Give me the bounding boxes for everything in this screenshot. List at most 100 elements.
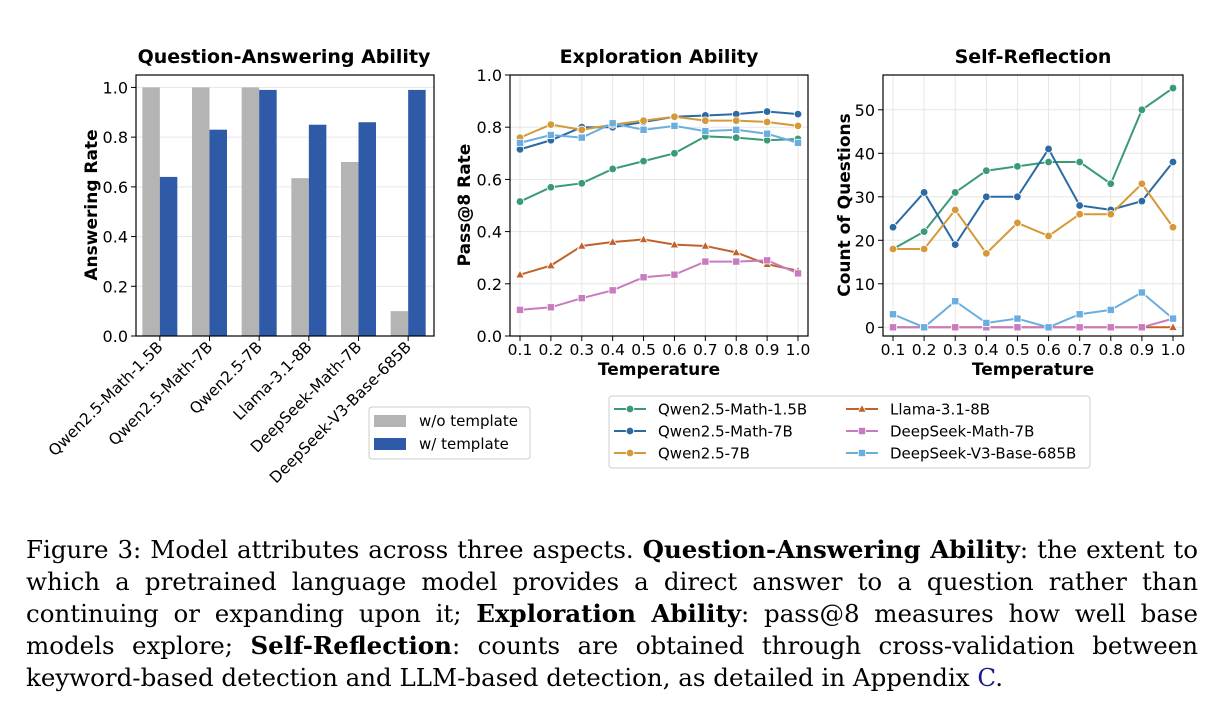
self-reflection-point-deepseek-v3-base-685b bbox=[920, 323, 929, 332]
self-reflection-xtick-label: 0.8 bbox=[1098, 341, 1123, 359]
self-reflection-point-deepseek-v3-base-685b bbox=[889, 310, 898, 319]
self-reflection-point-deepseek-v3-base-685b bbox=[1169, 314, 1178, 323]
qa-ytick-label: 0.0 bbox=[103, 327, 128, 346]
self-reflection-point-deepseek-math-7b bbox=[1106, 323, 1115, 332]
exploration-point-llama-3-1-8b bbox=[515, 269, 525, 279]
self-reflection-point-deepseek-math-7b bbox=[889, 323, 898, 332]
qa-bar-without-template bbox=[241, 87, 260, 336]
self-reflection-point-qwen2-5-7b bbox=[1168, 223, 1178, 232]
exploration-xtick-label: 0.3 bbox=[569, 341, 594, 359]
exploration-point-deepseek-math-7b bbox=[546, 303, 555, 312]
exploration-point-deepseek-math-7b bbox=[577, 294, 586, 303]
exploration-point-deepseek-v3-base-685b bbox=[516, 138, 525, 147]
exploration-point-deepseek-v3-base-685b bbox=[732, 125, 741, 134]
self-reflection-xtick-label: 0.4 bbox=[974, 341, 999, 359]
self-reflection-point-qwen2-5-math-7b bbox=[1075, 201, 1084, 210]
self-reflection-xtick-label: 0.5 bbox=[1005, 341, 1030, 359]
self-reflection-ytick-label: 10 bbox=[855, 275, 875, 294]
exploration-ytick-label: 0.8 bbox=[477, 118, 502, 137]
self-reflection-line-qwen2-5-math-7b bbox=[892, 147, 1174, 247]
caption-label: Figure 3: Model attributes across three … bbox=[26, 535, 634, 564]
self-reflection-ytick-label: 30 bbox=[855, 188, 875, 207]
exploration-point-deepseek-v3-base-685b bbox=[794, 138, 803, 147]
exploration-xtick-label: 0.9 bbox=[755, 341, 780, 359]
self-reflection-point-qwen2-5-math-7b bbox=[1013, 192, 1022, 201]
exploration-point-llama-3-1-8b bbox=[700, 240, 711, 250]
exploration-point-qwen2-5-math-1-5b bbox=[670, 149, 679, 158]
exploration-line-deepseek-v3-base-685b bbox=[519, 122, 799, 144]
qa-legend-swatch-1 bbox=[374, 438, 406, 450]
self-reflection-point-deepseek-v3-base-685b bbox=[951, 297, 960, 306]
self-reflection-line-qwen2-5-math-1-5b bbox=[892, 87, 1174, 250]
self-reflection-point-deepseek-math-7b bbox=[1137, 323, 1146, 332]
qa-legend-swatch-0 bbox=[374, 415, 406, 427]
qa-legend-label-1: w/ template bbox=[419, 435, 509, 453]
self-reflection-ytick-label: 40 bbox=[855, 144, 875, 163]
exploration-xtick-label: 1.0 bbox=[786, 341, 811, 359]
self-reflection-point-qwen2-5-7b bbox=[982, 249, 991, 258]
exploration-line-deepseek-math-7b bbox=[519, 259, 799, 311]
exploration-point-deepseek-v3-base-685b bbox=[577, 133, 586, 142]
exploration-point-llama-3-1-8b bbox=[576, 240, 587, 250]
exploration-point-deepseek-math-7b bbox=[763, 256, 772, 265]
exploration-point-qwen2-5-math-1-5b bbox=[577, 179, 586, 188]
self-reflection-point-qwen2-5-math-1-5b bbox=[1044, 157, 1053, 167]
exploration-ytick-label: 0.4 bbox=[477, 223, 502, 242]
qa-bar-with-template bbox=[358, 122, 376, 336]
figure-caption: Figure 3: Model attributes across three … bbox=[26, 534, 1198, 694]
self-reflection-point-qwen2-5-7b bbox=[1137, 179, 1147, 188]
legend-label-qwen2-5-math-1-5b: Qwen2.5-Math-1.5B bbox=[658, 401, 807, 419]
exploration-xlabel: Temperature bbox=[598, 360, 720, 380]
self-reflection-point-qwen2-5-math-1-5b bbox=[1106, 179, 1115, 188]
legend-label-llama-3-1-8b: Llama-3.1-8B bbox=[890, 401, 990, 419]
qa-ytick-label: 0.4 bbox=[103, 228, 128, 247]
exploration-point-qwen2-5-math-1-5b bbox=[608, 164, 617, 174]
exploration-point-deepseek-math-7b bbox=[608, 286, 617, 295]
self-reflection-point-deepseek-v3-base-685b bbox=[1013, 314, 1022, 323]
self-reflection-xlabel: Temperature bbox=[972, 360, 1094, 380]
exploration-line-qwen2-5-7b bbox=[519, 115, 799, 139]
self-reflection-point-qwen2-5-math-1-5b bbox=[1013, 162, 1022, 171]
self-reflection-xtick-label: 0.3 bbox=[943, 341, 968, 359]
legend-marker-qwen2-5-math-7b bbox=[625, 426, 635, 436]
exploration-point-qwen2-5-7b bbox=[701, 116, 710, 125]
self-reflection-point-qwen2-5-7b bbox=[951, 205, 960, 215]
exploration-ytick-label: 0.0 bbox=[477, 327, 502, 346]
legend-label-qwen2-5-math-7b: Qwen2.5-Math-7B bbox=[658, 423, 793, 441]
self-reflection-point-deepseek-v3-base-685b bbox=[1106, 305, 1115, 314]
self-reflection-point-qwen2-5-math-1-5b bbox=[1168, 83, 1178, 93]
self-reflection-point-qwen2-5-math-7b bbox=[888, 223, 898, 232]
exploration-xtick-label: 0.6 bbox=[662, 341, 687, 359]
qa-ytick-label: 0.8 bbox=[103, 128, 128, 147]
legend-marker-deepseek-v3-base-685b bbox=[858, 448, 867, 457]
qa-legend-frame bbox=[368, 406, 531, 460]
self-reflection-panel: Self-Reflection Count of Questions Tempe… bbox=[835, 46, 1185, 380]
caption-term-self-reflection: Self-Reflection bbox=[250, 631, 452, 660]
self-reflection-point-qwen2-5-math-1-5b bbox=[1137, 105, 1147, 114]
exploration-point-llama-3-1-8b bbox=[638, 234, 649, 244]
exploration-point-llama-3-1-8b bbox=[607, 236, 618, 246]
legend-marker-llama-3-1-8b bbox=[857, 403, 867, 413]
exploration-point-qwen2-5-math-7b bbox=[762, 107, 772, 116]
exploration-point-qwen2-5-7b bbox=[762, 117, 772, 127]
exploration-point-qwen2-5-math-1-5b bbox=[732, 133, 741, 142]
exploration-point-qwen2-5-7b bbox=[793, 121, 803, 131]
caption-text-self-reflection: : counts are obtained through cross-vali… bbox=[26, 631, 1198, 692]
qa-bar-without-template bbox=[192, 87, 210, 336]
qa-bar-with-template bbox=[159, 176, 178, 336]
qa-ytick-label: 0.6 bbox=[103, 178, 128, 197]
self-reflection-point-qwen2-5-7b bbox=[1013, 218, 1022, 228]
qa-bar-without-template bbox=[341, 162, 359, 336]
appendix-link[interactable]: C bbox=[977, 663, 996, 692]
qa-ytick-label: 0.2 bbox=[103, 277, 128, 296]
self-reflection-xtick-label: 1.0 bbox=[1161, 341, 1186, 359]
self-reflection-point-llama-3-1-8b bbox=[1168, 321, 1178, 331]
self-reflection-point-qwen2-5-7b bbox=[888, 244, 898, 254]
exploration-point-deepseek-v3-base-685b bbox=[608, 119, 617, 128]
legend-marker-qwen2-5-7b bbox=[625, 448, 635, 458]
self-reflection-ytick-label: 50 bbox=[855, 101, 875, 120]
qa-title: Question-Answering Ability bbox=[138, 46, 431, 68]
exploration-point-qwen2-5-7b bbox=[577, 125, 586, 135]
self-reflection-point-deepseek-math-7b bbox=[951, 323, 960, 332]
legend-label-deepseek-v3-base-685b: DeepSeek-V3-Base-685B bbox=[890, 445, 1076, 463]
